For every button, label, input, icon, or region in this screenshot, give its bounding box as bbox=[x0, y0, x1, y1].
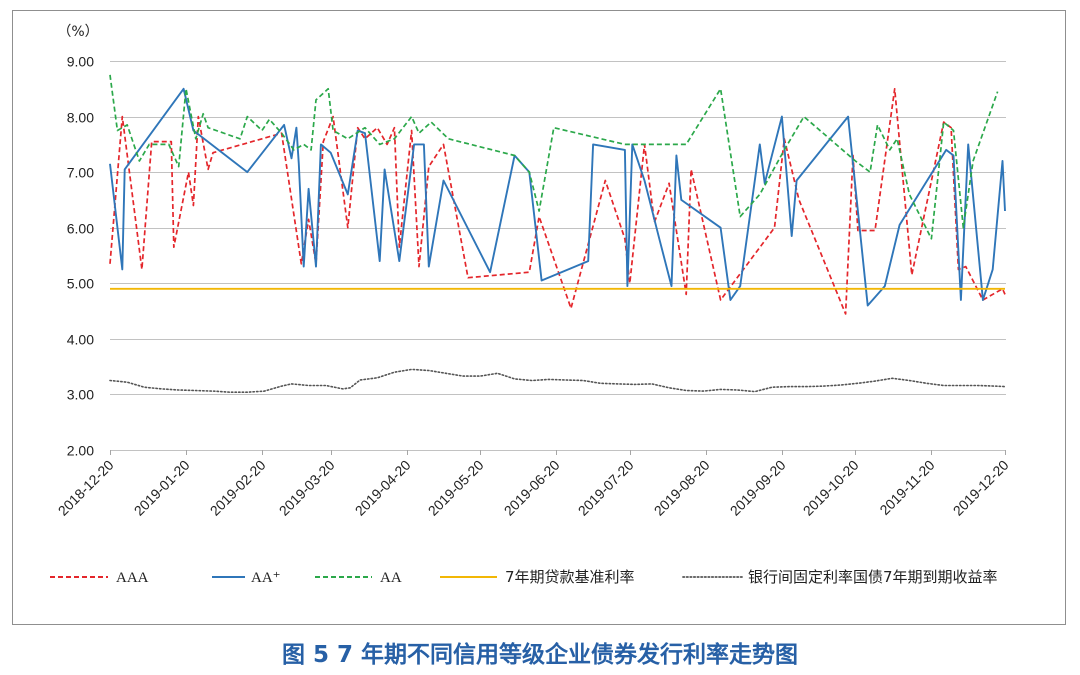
y-tick-label: 2.00 bbox=[67, 443, 94, 459]
legend: AAA AA⁺ AA 7年期贷款基准利率 银行间固定利率国债7年期到期收益率 bbox=[50, 568, 998, 586]
series-line-aa-plus bbox=[109, 87, 1006, 307]
y-tick-label: 3.00 bbox=[67, 387, 94, 403]
y-tick-label: 9.00 bbox=[67, 54, 94, 70]
series-line-treasury-7y-yield bbox=[109, 368, 1006, 393]
legend-item-treasury-7y-yield: 银行间固定利率国债7年期到期收益率 bbox=[682, 568, 998, 586]
series-line-aa bbox=[109, 74, 999, 240]
legend-item-loan-benchmark-rate: 7年期贷款基准利率 bbox=[440, 568, 635, 586]
legend-item-aa: AA bbox=[315, 570, 402, 586]
series-lines bbox=[109, 74, 1006, 393]
legend-label-aa: AA bbox=[380, 570, 402, 586]
chart-frame bbox=[12, 10, 1066, 625]
gridlines bbox=[110, 61, 1006, 451]
legend-label-aa-plus: AA⁺ bbox=[251, 570, 281, 586]
legend-label-treasury-7y-yield: 银行间固定利率国债7年期到期收益率 bbox=[748, 568, 998, 586]
y-tick-label: 5.00 bbox=[67, 276, 94, 292]
series-line-aaa bbox=[109, 87, 1006, 315]
y-tick-label: 4.00 bbox=[67, 332, 94, 348]
legend-label-aaa: AAA bbox=[116, 570, 149, 586]
y-tick-label: 6.00 bbox=[67, 221, 94, 237]
line-chart: （%） 2.003.004.005.006.007.008.009.002018… bbox=[12, 10, 1066, 625]
y-axis-unit-label: （%） bbox=[57, 24, 98, 40]
legend-label-loan-benchmark-rate: 7年期贷款基准利率 bbox=[505, 568, 635, 586]
y-tick-label: 7.00 bbox=[67, 165, 94, 181]
legend-item-aa-plus: AA⁺ bbox=[212, 570, 281, 586]
y-tick-label: 8.00 bbox=[67, 110, 94, 126]
legend-item-aaa: AAA bbox=[50, 570, 149, 586]
figure-caption: 图 5 7 年期不同信用等级企业债券发行利率走势图 bbox=[281, 642, 799, 668]
